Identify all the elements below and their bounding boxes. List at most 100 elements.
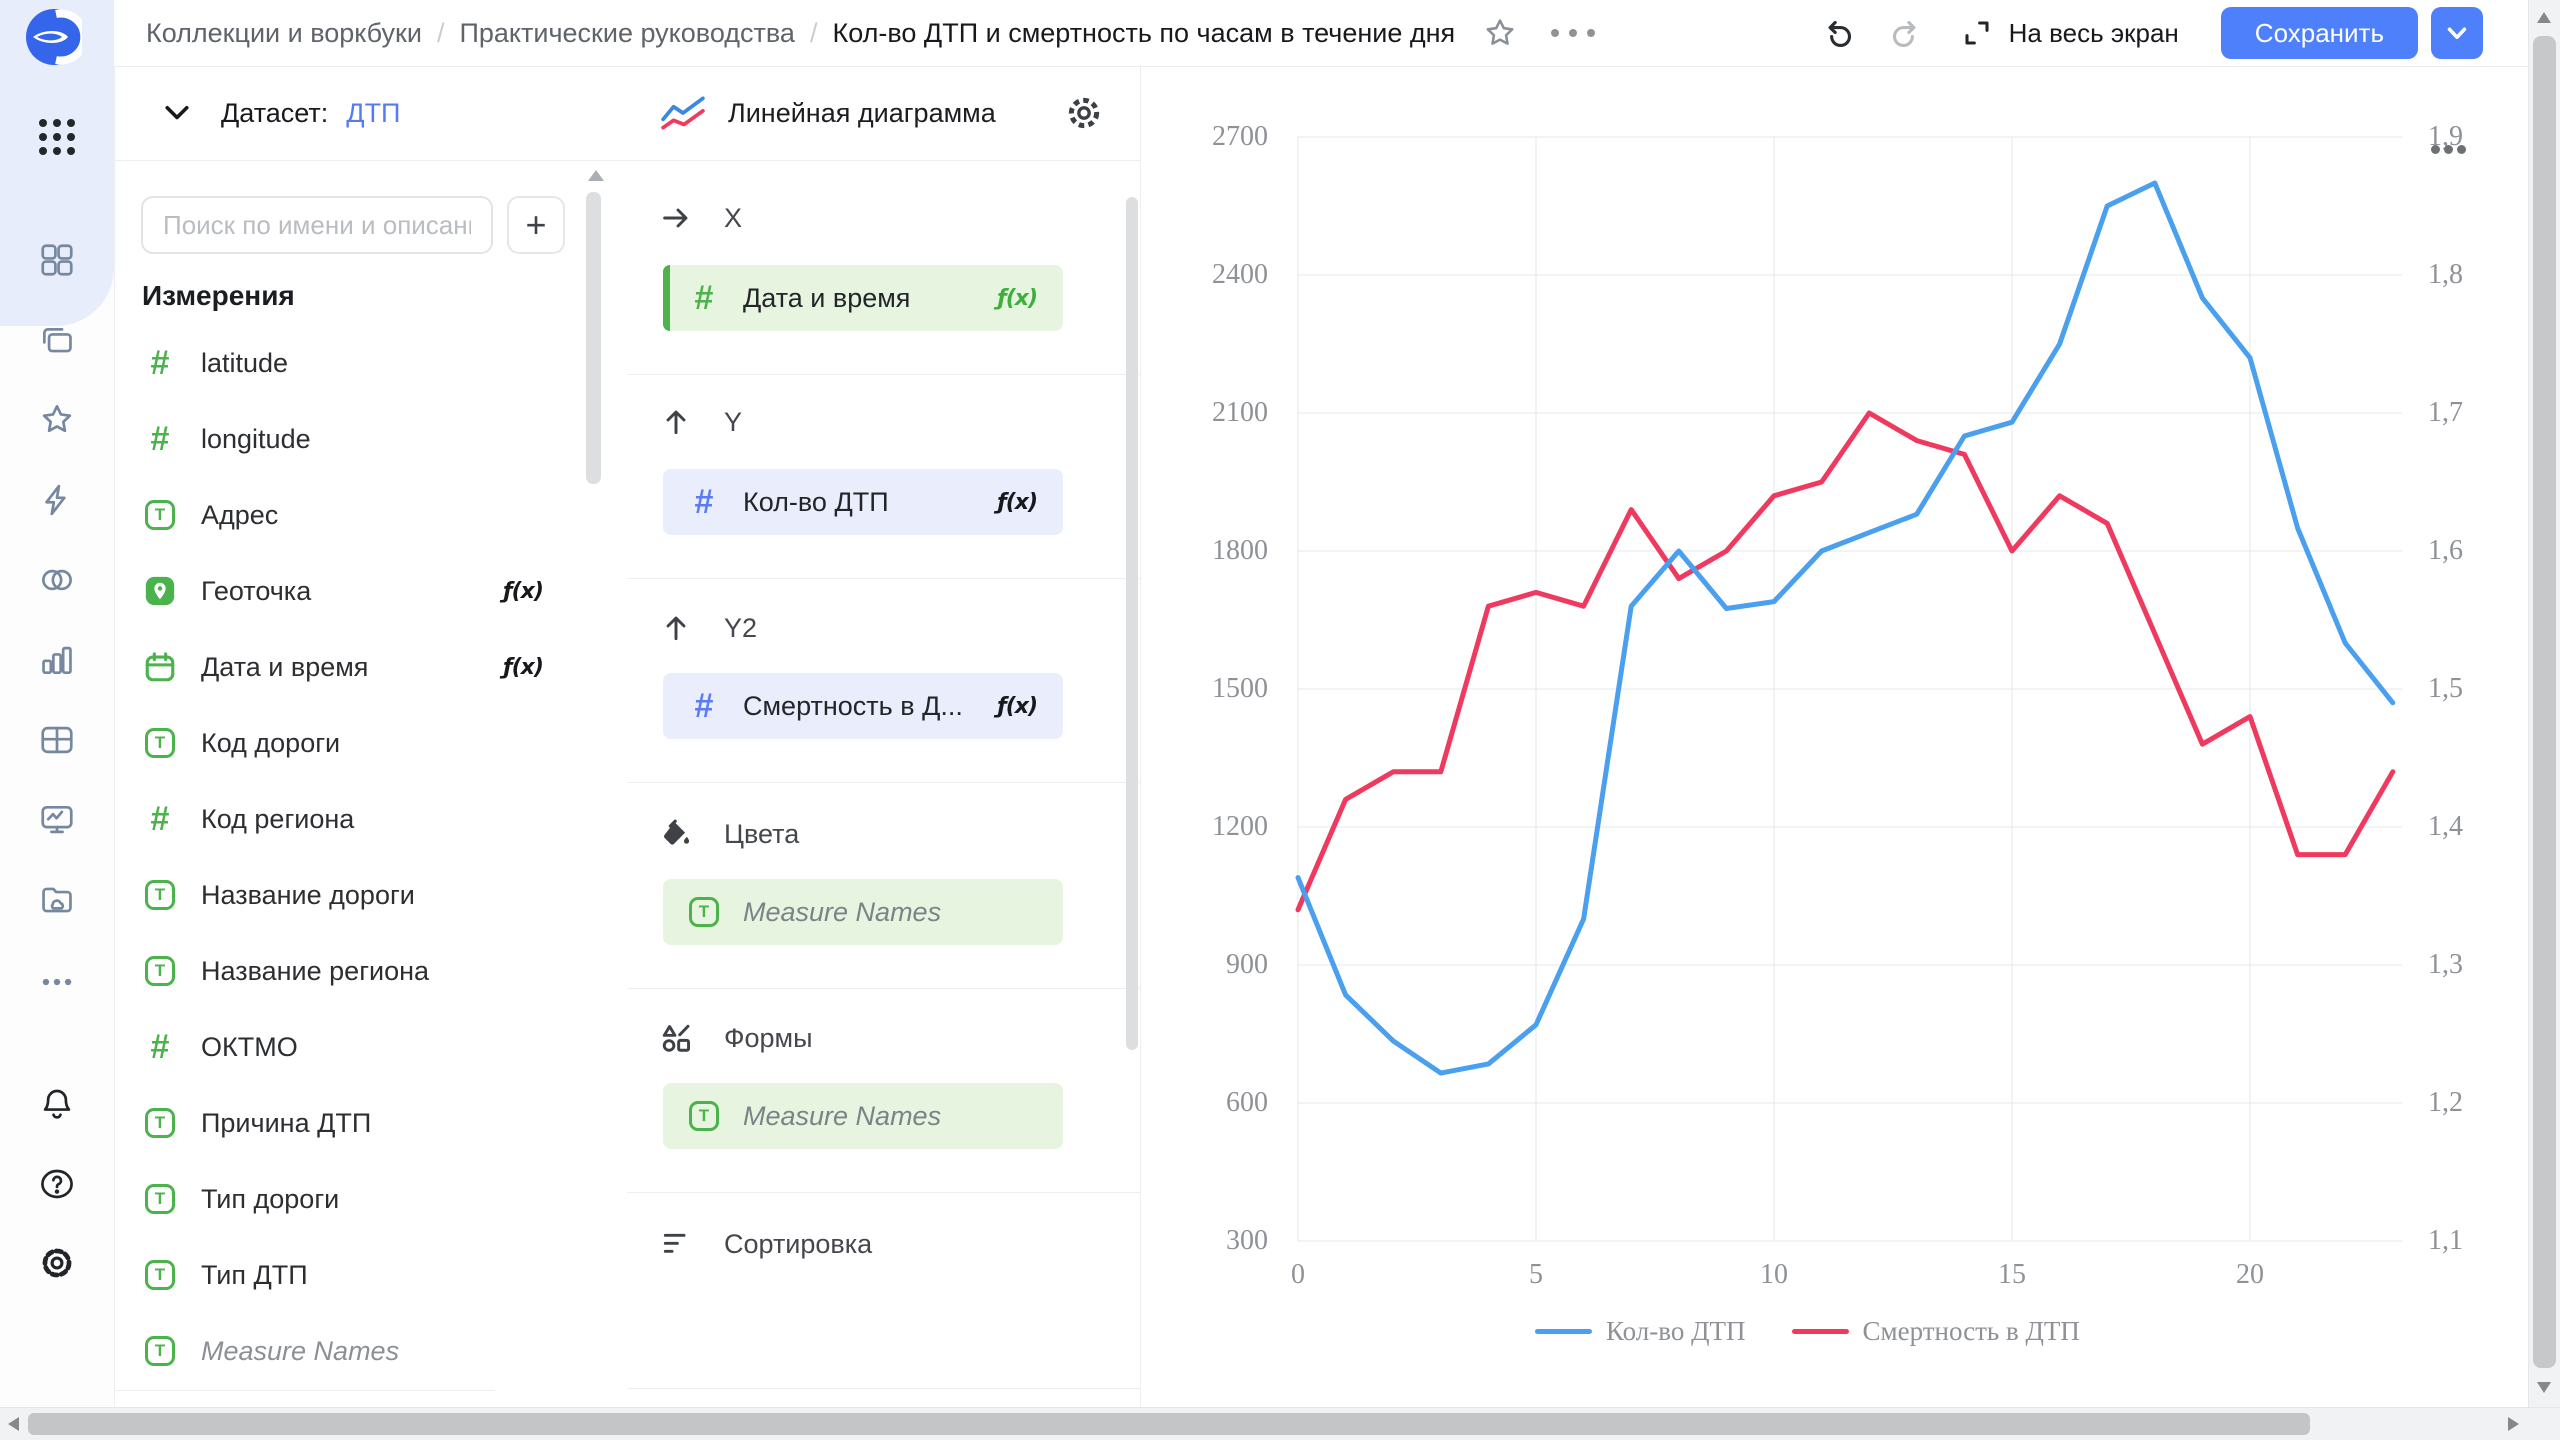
arrow-up-icon <box>660 612 692 644</box>
number-field-icon: # <box>694 279 714 317</box>
breadcrumb-separator: / <box>436 17 445 48</box>
chart-type-header[interactable]: Линейная диаграмма <box>627 66 1140 161</box>
divider <box>627 374 1140 375</box>
legend-item[interactable]: Смертность в ДТП <box>1791 1316 2080 1347</box>
dataset-field-тип-дороги[interactable]: T Тип дороги <box>141 1161 593 1237</box>
series-Кол-во ДТП <box>1295 180 2396 1076</box>
left-rail <box>0 0 114 1408</box>
breadcrumb-item[interactable]: Практические руководства <box>459 17 795 48</box>
right-axis-tick: 1,4 <box>2428 811 2463 842</box>
breadcrumb: Коллекции и воркбуки / Практические руково… <box>146 18 1455 49</box>
formula-fx-icon: ƒ(x) <box>503 578 544 604</box>
lightning-icon[interactable] <box>37 480 77 520</box>
grid-table-icon[interactable] <box>37 720 77 760</box>
shelf-field-chip[interactable]: # Дата и время ƒ(x) <box>663 265 1063 331</box>
datalens-logo-icon[interactable] <box>26 9 82 65</box>
number-field-icon: # <box>150 1028 170 1066</box>
shelf-field-chip[interactable]: T Measure Names <box>663 1083 1063 1149</box>
chart-config-panel: Линейная диаграмма X # Дата и время ƒ(x) Y # К… <box>627 66 1141 1408</box>
field-label: Код региона <box>201 803 355 834</box>
chip-label: Дата и время <box>743 282 911 313</box>
breadcrumb-item[interactable]: Коллекции и воркбуки <box>146 17 422 48</box>
shelf-y2: Y2 <box>660 610 757 646</box>
dataset-collapse-chevron-icon[interactable] <box>159 95 195 131</box>
apps-grid-icon[interactable] <box>39 119 75 155</box>
squares-icon[interactable] <box>37 240 77 280</box>
bar-chart-icon[interactable] <box>37 640 77 680</box>
save-button[interactable]: Сохранить <box>2220 7 2418 59</box>
formula-fx-icon: ƒ(x) <box>503 654 544 680</box>
dataset-field-тип-дтп[interactable]: T Тип ДТП <box>141 1237 593 1313</box>
vertical-scroll-thumb[interactable] <box>2533 36 2556 1368</box>
more-menu-icon[interactable] <box>1551 29 1596 37</box>
shelf-field-chip[interactable]: # Смертность в Д... ƒ(x) <box>663 673 1063 739</box>
dataset-field-latitude[interactable]: # latitude <box>141 325 593 401</box>
collections-stack-icon[interactable] <box>37 320 77 360</box>
scroll-right-arrow-icon[interactable] <box>2508 1417 2519 1431</box>
favorite-star-icon[interactable] <box>1483 16 1517 50</box>
chart-type-label: Линейная диаграмма <box>728 97 996 128</box>
ellipsis-icon[interactable] <box>37 962 77 1002</box>
legend-line-swatch <box>1535 1329 1592 1334</box>
dataset-field-адрес[interactable]: T Адрес <box>141 477 593 553</box>
dataset-field-measure-names[interactable]: T Measure Names <box>141 1313 593 1389</box>
overlap-circles-icon[interactable] <box>37 560 77 600</box>
monitor-pulse-icon[interactable] <box>37 800 77 840</box>
divider <box>627 782 1140 783</box>
dataset-panel-scrollbar[interactable] <box>586 192 601 484</box>
search-input[interactable] <box>141 196 493 254</box>
vertical-scrollbar[interactable] <box>2528 0 2560 1408</box>
field-label: Тип дороги <box>201 1183 340 1214</box>
scroll-left-arrow-icon[interactable] <box>8 1417 19 1431</box>
legend-item[interactable]: Кол-во ДТП <box>1535 1316 1746 1347</box>
dataset-field-код-дороги[interactable]: T Код дороги <box>141 705 593 781</box>
fullscreen-label: На весь экран <box>2008 17 2179 48</box>
undo-icon[interactable] <box>1823 16 1857 50</box>
dataset-field-название-региона[interactable]: T Название региона <box>141 933 593 1009</box>
horizontal-scrollbar[interactable] <box>0 1407 2560 1440</box>
divider <box>627 1388 1140 1389</box>
text-field-icon: T <box>141 1260 179 1290</box>
dataset-name-link[interactable]: ДТП <box>346 97 401 128</box>
panel-scroll-up-icon[interactable] <box>588 170 604 181</box>
fullscreen-button[interactable]: На весь экран <box>1961 17 2179 49</box>
left-axis-tick: 1500 <box>1212 673 1268 704</box>
dataset-field-геоточка[interactable]: Геоточка ƒ(x) <box>141 553 593 629</box>
dataset-field-название-дороги[interactable]: T Название дороги <box>141 857 593 933</box>
dataset-field-longitude[interactable]: # longitude <box>141 401 593 477</box>
config-panel-scrollbar[interactable] <box>1126 197 1138 1050</box>
sort-icon <box>660 1228 692 1260</box>
dataset-field-причина-дтп[interactable]: T Причина ДТП <box>141 1085 593 1161</box>
dataset-field-октмо[interactable]: # ОКТМО <box>141 1009 593 1085</box>
scroll-up-arrow-icon[interactable] <box>2537 12 2551 23</box>
shelf-x: X <box>660 200 742 236</box>
folder-cloud-icon[interactable] <box>37 880 77 920</box>
chart-settings-gear-icon[interactable] <box>1064 93 1104 133</box>
arrow-right-icon <box>660 202 692 234</box>
add-field-button[interactable]: + <box>507 196 565 254</box>
formula-fx-icon: ƒ(x) <box>997 285 1038 311</box>
shelf-label: X <box>724 202 743 233</box>
scroll-down-arrow-icon[interactable] <box>2537 1382 2551 1393</box>
divider <box>627 578 1140 579</box>
text-field-icon: T <box>685 1101 723 1131</box>
chart-legend: Кол-во ДТП Смертность в ДТП <box>1535 1316 2080 1347</box>
text-field-icon: T <box>141 1184 179 1214</box>
gear-icon[interactable] <box>37 1243 77 1283</box>
chart-context-menu-icon[interactable] <box>2431 145 2466 154</box>
shelf-field-chip[interactable]: T Measure Names <box>663 879 1063 945</box>
star-icon[interactable] <box>37 400 77 440</box>
redo-icon[interactable] <box>1887 16 1921 50</box>
chip-label: Смертность в Д... <box>743 690 963 721</box>
bell-icon[interactable] <box>37 1084 77 1124</box>
x-axis-tick: 10 <box>1760 1259 1788 1290</box>
horizontal-scroll-thumb[interactable] <box>28 1413 2310 1435</box>
dataset-field-код-региона[interactable]: # Код региона <box>141 781 593 857</box>
shelf-label: Сортировка <box>724 1228 873 1259</box>
shelf-field-chip[interactable]: # Кол-во ДТП ƒ(x) <box>663 469 1063 535</box>
left-axis-tick: 2400 <box>1212 259 1268 290</box>
field-label: Геоточка <box>201 575 312 606</box>
question-icon[interactable] <box>37 1164 77 1204</box>
dataset-field-дата-и-время[interactable]: Дата и время ƒ(x) <box>141 629 593 705</box>
save-dropdown-button[interactable] <box>2431 7 2483 59</box>
